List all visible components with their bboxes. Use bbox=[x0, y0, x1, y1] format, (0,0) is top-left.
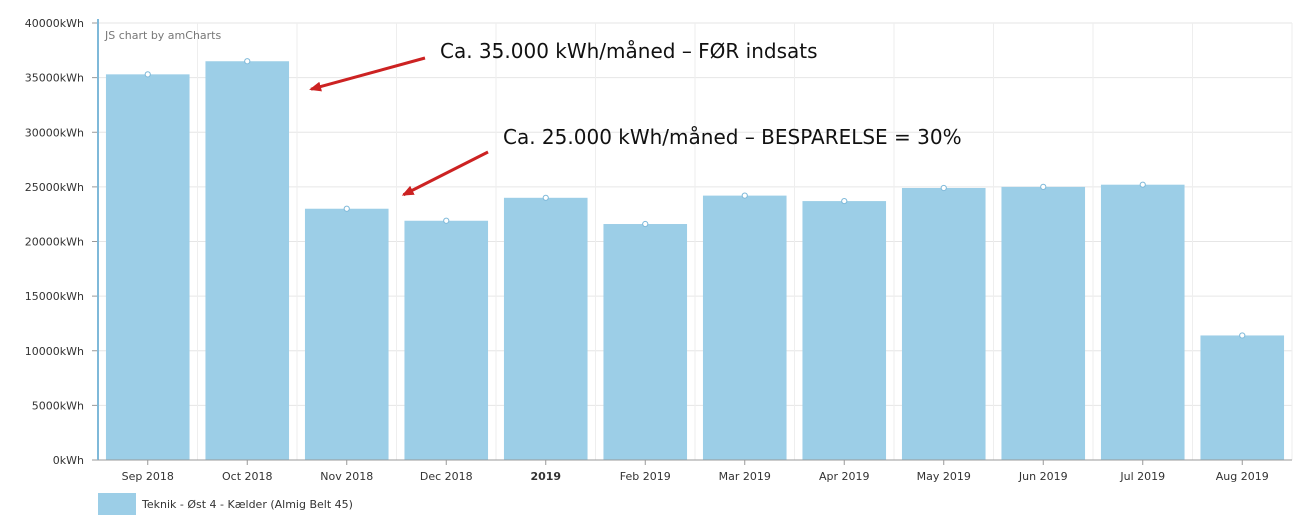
bar[interactable] bbox=[304, 208, 389, 460]
bar-point-marker[interactable] bbox=[1139, 181, 1146, 188]
chart-credit[interactable]: JS chart by amCharts bbox=[104, 29, 221, 42]
x-tick-label: Sep 2018 bbox=[122, 470, 174, 483]
annotation-layer: Ca. 35.000 kWh/måned – FØR indsats Ca. 25… bbox=[309, 39, 962, 197]
annotation-arrow bbox=[401, 150, 489, 197]
annotation-arrow bbox=[309, 56, 426, 92]
bar-point-marker[interactable] bbox=[841, 197, 848, 205]
bar[interactable] bbox=[205, 61, 290, 461]
bar-point-marker[interactable] bbox=[741, 192, 748, 199]
legend-label[interactable]: Teknik - Øst 4 - Kælder (Almig Belt 45) bbox=[141, 498, 353, 511]
x-tick-label: 2019 bbox=[530, 470, 561, 483]
y-tick-label: 40000kWh bbox=[25, 17, 84, 30]
x-tick-label: Feb 2019 bbox=[620, 470, 671, 483]
y-tick-label: 15000kWh bbox=[25, 290, 84, 303]
legend[interactable]: Teknik - Øst 4 - Kælder (Almig Belt 45) bbox=[98, 493, 353, 515]
bar-point-marker[interactable] bbox=[443, 217, 450, 224]
bar[interactable] bbox=[404, 220, 489, 460]
bar[interactable] bbox=[1200, 335, 1285, 460]
bar[interactable] bbox=[1001, 186, 1086, 460]
grid-layer bbox=[97, 22, 1293, 461]
bar[interactable] bbox=[105, 74, 190, 460]
legend-swatch[interactable] bbox=[98, 493, 136, 515]
x-tick-label: Mar 2019 bbox=[719, 470, 771, 483]
bar-point-marker[interactable] bbox=[1040, 183, 1047, 190]
y-tick-label: 5000kWh bbox=[32, 399, 84, 412]
bar-point-marker[interactable] bbox=[940, 184, 947, 192]
x-tick-label: Apr 2019 bbox=[819, 470, 870, 483]
bar-point-marker[interactable] bbox=[642, 220, 649, 228]
bar[interactable] bbox=[802, 201, 887, 460]
y-tick-label: 0kWh bbox=[53, 454, 84, 467]
bar-point-marker[interactable] bbox=[542, 194, 549, 201]
y-tick-label: 30000kWh bbox=[25, 126, 84, 139]
bar-point-marker[interactable] bbox=[343, 205, 350, 212]
y-tick-label: 35000kWh bbox=[25, 72, 84, 85]
y-tick-label: 10000kWh bbox=[25, 345, 84, 358]
y-tick-label: 20000kWh bbox=[25, 236, 84, 249]
bar[interactable] bbox=[503, 197, 588, 461]
bar[interactable] bbox=[901, 187, 986, 460]
x-tick-label: Nov 2018 bbox=[320, 470, 373, 483]
axis-layer: 0kWh 5000kWh 10000kWh 15000kWh 20000kWh 25000… bbox=[25, 17, 1292, 483]
x-tick-label: Aug 2019 bbox=[1216, 470, 1269, 483]
x-tick-label: May 2019 bbox=[917, 470, 971, 483]
bar-point-marker[interactable] bbox=[1239, 332, 1246, 339]
x-tick-label: Dec 2018 bbox=[420, 470, 473, 483]
bar-layer bbox=[105, 58, 1285, 461]
bar-point-marker[interactable] bbox=[244, 58, 251, 65]
bar[interactable] bbox=[1100, 184, 1185, 460]
bar[interactable] bbox=[702, 195, 787, 461]
y-tick-label: 25000kWh bbox=[25, 181, 84, 194]
bar[interactable] bbox=[603, 224, 688, 460]
x-tick-label: Oct 2018 bbox=[222, 470, 273, 483]
bar-point-marker[interactable] bbox=[144, 71, 151, 78]
annotation-text: Ca. 35.000 kWh/måned – FØR indsats bbox=[440, 39, 818, 63]
x-tick-label: Jun 2019 bbox=[1018, 470, 1068, 483]
annotation-text: Ca. 25.000 kWh/måned – BESPARELSE = 30% bbox=[503, 125, 962, 149]
x-tick-label: Jul 2019 bbox=[1119, 470, 1165, 483]
